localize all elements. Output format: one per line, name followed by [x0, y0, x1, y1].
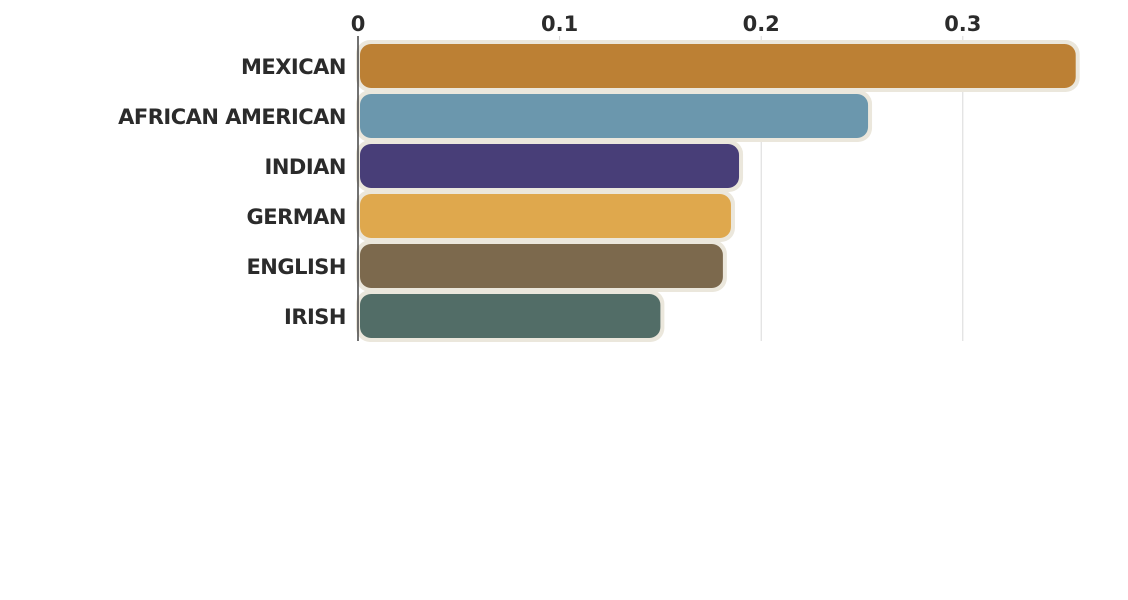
bar	[360, 294, 661, 338]
bars	[356, 40, 1080, 342]
x-tick-label: 0.2	[743, 12, 780, 36]
bar	[360, 244, 723, 288]
bar	[360, 194, 731, 238]
x-tick-label: 0.1	[541, 12, 578, 36]
x-tick-label: 0.3	[944, 12, 981, 36]
category-label: IRISH	[284, 305, 346, 329]
category-label: MEXICAN	[241, 55, 346, 79]
category-label: AFRICAN AMERICAN	[118, 105, 346, 129]
bar	[360, 144, 740, 188]
x-axis-ticks: 0 0.1 0.2 0.3	[351, 12, 982, 36]
category-label: GERMAN	[247, 205, 346, 229]
bar	[360, 44, 1076, 88]
bar	[360, 94, 869, 138]
x-tick-label: 0	[351, 12, 366, 36]
category-label: INDIAN	[265, 155, 346, 179]
category-labels: MEXICAN AFRICAN AMERICAN INDIAN GERMAN ENGLI…	[118, 55, 346, 329]
category-label: ENGLISH	[246, 255, 346, 279]
